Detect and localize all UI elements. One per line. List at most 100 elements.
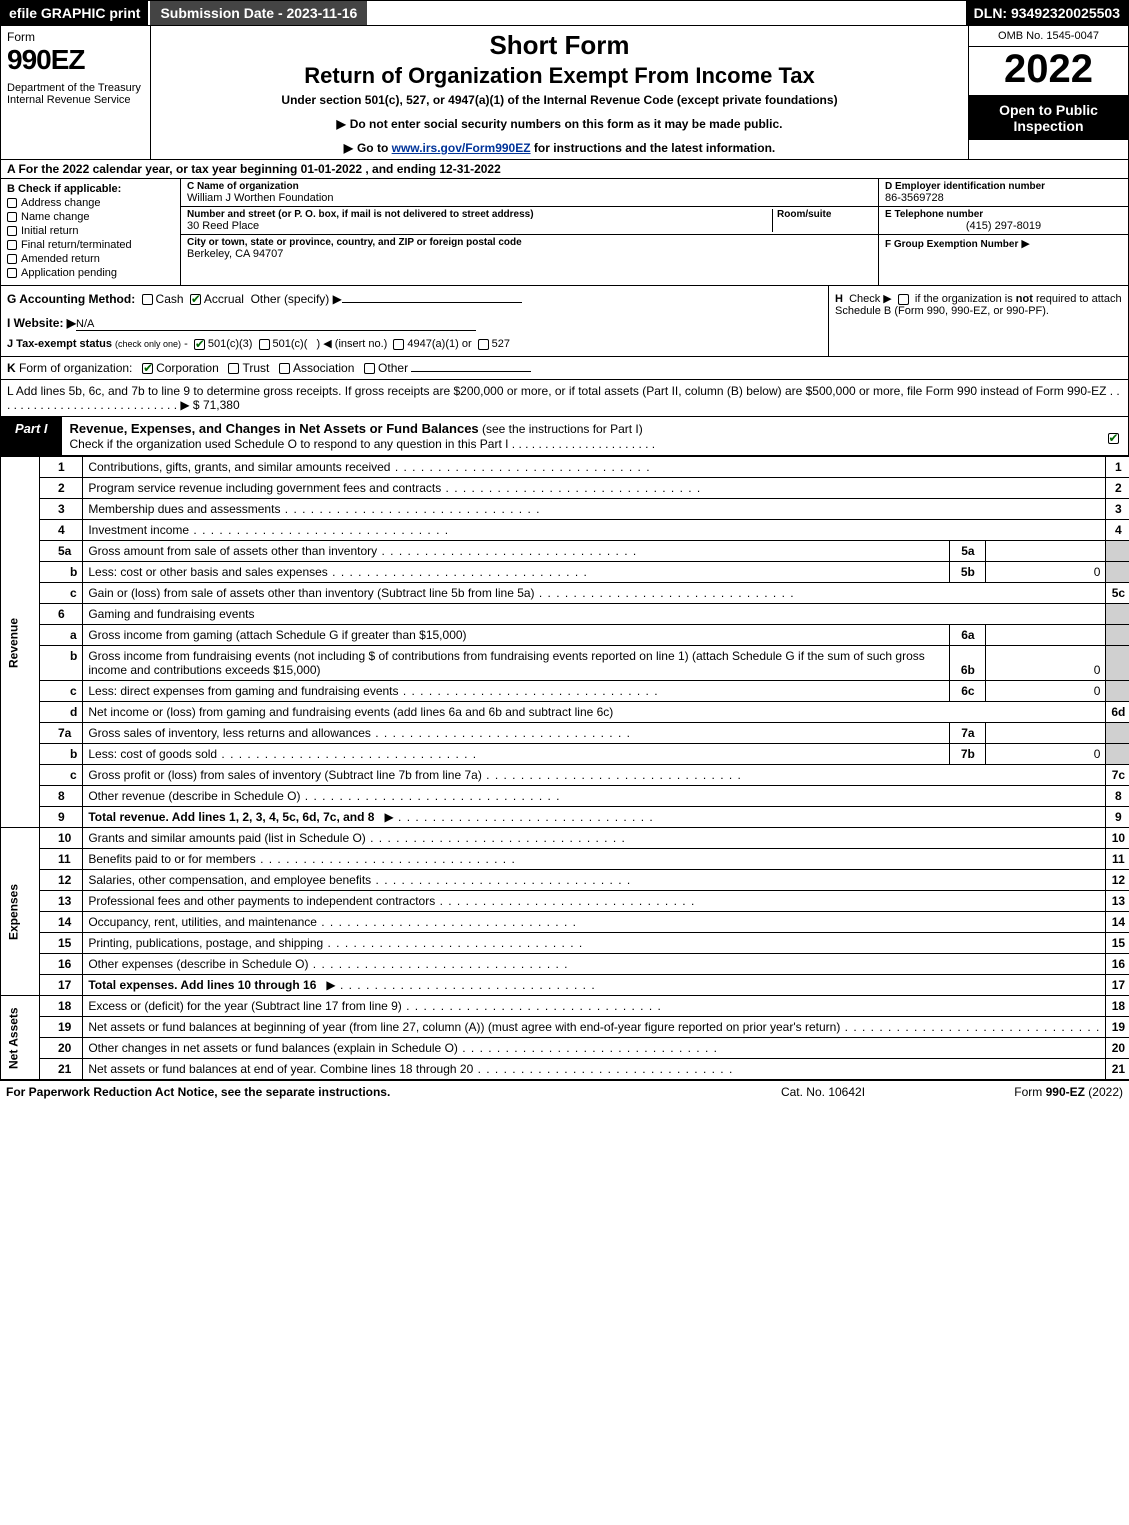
checkbox-cash[interactable] (142, 294, 153, 305)
line-desc: Gross profit or (loss) from sales of inv… (83, 765, 1106, 786)
table-row: 13 Professional fees and other payments … (1, 891, 1129, 912)
checkbox-trust[interactable] (228, 363, 239, 374)
line-num: 9 (40, 807, 83, 828)
checkbox-527[interactable] (478, 339, 489, 350)
tax-year: 2022 (969, 47, 1128, 96)
table-row: Revenue 1 Contributions, gifts, grants, … (1, 457, 1129, 478)
line-desc-bold: Total expenses. Add lines 10 through 16 (88, 978, 316, 992)
line-num: 15 (40, 933, 83, 954)
g-label: G Accounting Method: (7, 292, 135, 306)
under-section: Under section 501(c), 527, or 4947(a)(1)… (159, 93, 960, 107)
row-j: J Tax-exempt status (check only one) - 5… (7, 337, 822, 350)
irs-link[interactable]: www.irs.gov/Form990EZ (392, 141, 531, 155)
table-row: 17 Total expenses. Add lines 10 through … (1, 975, 1129, 996)
line-num: 3 (40, 499, 83, 520)
org-address: 30 Reed Place (187, 220, 772, 232)
line-num: 19 (40, 1017, 83, 1038)
line-desc-bold: Total revenue. Add lines 1, 2, 3, 4, 5c,… (88, 810, 374, 824)
other-org-input[interactable] (411, 371, 531, 372)
efile-label[interactable]: efile GRAPHIC print (1, 1, 148, 25)
mid-val: 0 (986, 744, 1106, 765)
submission-date: Submission Date - 2023-11-16 (148, 1, 367, 25)
table-row: 11 Benefits paid to or for members 11 (1, 849, 1129, 870)
checkbox-icon (7, 212, 17, 222)
chk-label: Final return/terminated (21, 239, 132, 251)
checkbox-501c[interactable] (259, 339, 270, 350)
ein-label: D Employer identification number (885, 181, 1122, 192)
netassets-vertical-label: Net Assets (1, 996, 40, 1080)
line-rnum: 11 (1106, 849, 1129, 870)
section-bcd: B Check if applicable: Address change Na… (0, 179, 1129, 286)
checkbox-501c3[interactable] (194, 339, 205, 350)
table-row: 3 Membership dues and assessments 3 (1, 499, 1129, 520)
line-desc: Excess or (deficit) for the year (Subtra… (83, 996, 1106, 1017)
short-form-title: Short Form (159, 30, 960, 61)
line-desc: Contributions, gifts, grants, and simila… (83, 457, 1106, 478)
line-desc: Gain or (loss) from sale of assets other… (83, 583, 1106, 604)
table-row: 6 Gaming and fundraising events (1, 604, 1129, 625)
chk-address-change[interactable]: Address change (7, 197, 174, 209)
line-desc: Less: cost or other basis and sales expe… (83, 562, 950, 583)
line-rnum: 17 (1106, 975, 1129, 996)
footer-right: Form 990-EZ (2022) (923, 1085, 1123, 1099)
checkbox-association[interactable] (279, 363, 290, 374)
chk-name-change[interactable]: Name change (7, 211, 174, 223)
line-num: c (40, 681, 83, 702)
mid-val (986, 541, 1106, 562)
checkbox-schedule-o[interactable] (1108, 433, 1119, 444)
table-row: 14 Occupancy, rent, utilities, and maint… (1, 912, 1129, 933)
chk-final-return[interactable]: Final return/terminated (7, 239, 174, 251)
checkbox-accrual[interactable] (190, 294, 201, 305)
line-num: 21 (40, 1059, 83, 1080)
line-rnum: 19 (1106, 1017, 1129, 1038)
table-row: 21 Net assets or fund balances at end of… (1, 1059, 1129, 1080)
table-row: 9 Total revenue. Add lines 1, 2, 3, 4, 5… (1, 807, 1129, 828)
checkbox-corporation[interactable] (142, 363, 153, 374)
line-num: c (40, 765, 83, 786)
accrual-label: Accrual (204, 292, 244, 306)
line-rnum: 6d (1106, 702, 1129, 723)
checkbox-icon (7, 240, 17, 250)
line-num: 5a (40, 541, 83, 562)
mid-num: 6a (950, 625, 986, 646)
chk-initial-return[interactable]: Initial return (7, 225, 174, 237)
other-input[interactable] (342, 302, 522, 303)
org-name-label: C Name of organization (187, 181, 872, 192)
table-row: Expenses 10 Grants and similar amounts p… (1, 828, 1129, 849)
footer-catno: Cat. No. 10642I (723, 1085, 923, 1099)
mid-val: 0 (986, 646, 1106, 681)
checkbox-schedule-b[interactable] (898, 294, 909, 305)
line-desc: Gross amount from sale of assets other t… (83, 541, 950, 562)
table-row: 12 Salaries, other compensation, and emp… (1, 870, 1129, 891)
line-desc: Other expenses (describe in Schedule O) (83, 954, 1106, 975)
checkbox-4947[interactable] (393, 339, 404, 350)
checkbox-icon (7, 254, 17, 264)
footer-form-post: (2022) (1085, 1085, 1123, 1099)
dln-label: DLN: 93492320025503 (966, 1, 1128, 25)
table-row: b Less: cost of goods sold 7b 0 (1, 744, 1129, 765)
ghij-left: G Accounting Method: Cash Accrual Other … (1, 286, 828, 356)
footer-form-bold: 990-EZ (1046, 1085, 1085, 1099)
form-number: 990EZ (7, 44, 144, 76)
line-desc: Printing, publications, postage, and shi… (83, 933, 1106, 954)
chk-amended-return[interactable]: Amended return (7, 253, 174, 265)
org-city: Berkeley, CA 94707 (187, 248, 872, 260)
line-num: 13 (40, 891, 83, 912)
chk-label: Name change (21, 211, 90, 223)
table-row: d Net income or (loss) from gaming and f… (1, 702, 1129, 723)
line-rnum: 16 (1106, 954, 1129, 975)
note-ssn-text: Do not enter social security numbers on … (350, 117, 783, 131)
b-header: B Check if applicable: (7, 183, 121, 195)
checkbox-other[interactable] (364, 363, 375, 374)
line-rnum: 21 (1106, 1059, 1129, 1080)
chk-application-pending[interactable]: Application pending (7, 267, 174, 279)
ein-block: D Employer identification number 86-3569… (879, 179, 1128, 207)
org-addr-block: Number and street (or P. O. box, if mail… (181, 207, 878, 235)
line-rnum: 20 (1106, 1038, 1129, 1059)
org-name-block: C Name of organization William J Worthen… (181, 179, 878, 207)
form-word: Form (7, 30, 144, 44)
line-num: 18 (40, 996, 83, 1017)
line-rnum: 15 (1106, 933, 1129, 954)
org-name: William J Worthen Foundation (187, 192, 872, 204)
line-rnum: 3 (1106, 499, 1129, 520)
